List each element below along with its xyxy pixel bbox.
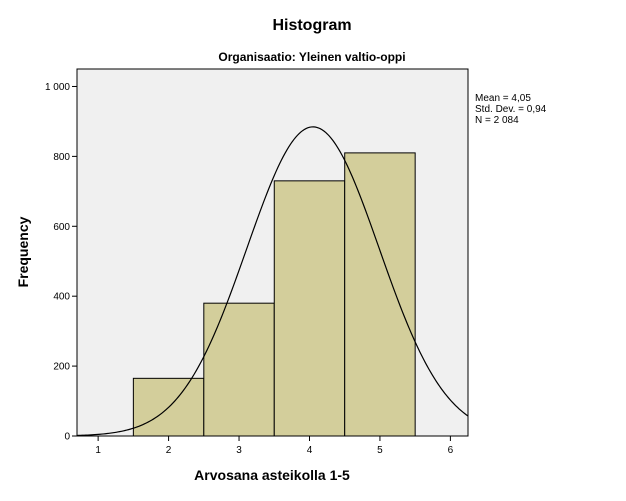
- x-tick-label: 4: [307, 445, 313, 456]
- x-axis: 1 2 3 4 5 6: [95, 436, 454, 456]
- x-tick-label: 5: [377, 445, 383, 456]
- x-axis-title: Arvosana asteikolla 1-5: [194, 467, 350, 483]
- x-tick-label: 1: [95, 445, 101, 456]
- chart-subtitle: Organisaatio: Yleinen valtio-oppi: [218, 50, 405, 64]
- y-tick-label: 800: [53, 152, 70, 163]
- y-axis-title: Frequency: [15, 216, 31, 287]
- normal-curve: [76, 126, 469, 437]
- stat-line: Std. Dev. = 0,94: [475, 104, 547, 115]
- stat-line: Mean = 4,05: [475, 93, 531, 104]
- y-tick-label: 0: [64, 432, 70, 443]
- bars-group: [132, 152, 416, 437]
- y-tick-label: 400: [53, 292, 70, 303]
- histogram-bar-3: [273, 180, 346, 437]
- stat-line: N = 2 084: [475, 115, 519, 126]
- x-tick-label: 6: [448, 445, 454, 456]
- y-tick-label: 600: [53, 222, 70, 233]
- y-tick-label: 200: [53, 362, 70, 373]
- y-tick-label: 1 000: [45, 82, 70, 93]
- y-axis: 0 200 400 600 800 1 000: [45, 82, 77, 443]
- histogram-bar-2: [203, 302, 275, 437]
- histogram-bar-4: [344, 152, 416, 437]
- x-tick-label: 2: [166, 445, 172, 456]
- x-tick-label: 3: [236, 445, 242, 456]
- chart-title: Histogram: [272, 17, 351, 34]
